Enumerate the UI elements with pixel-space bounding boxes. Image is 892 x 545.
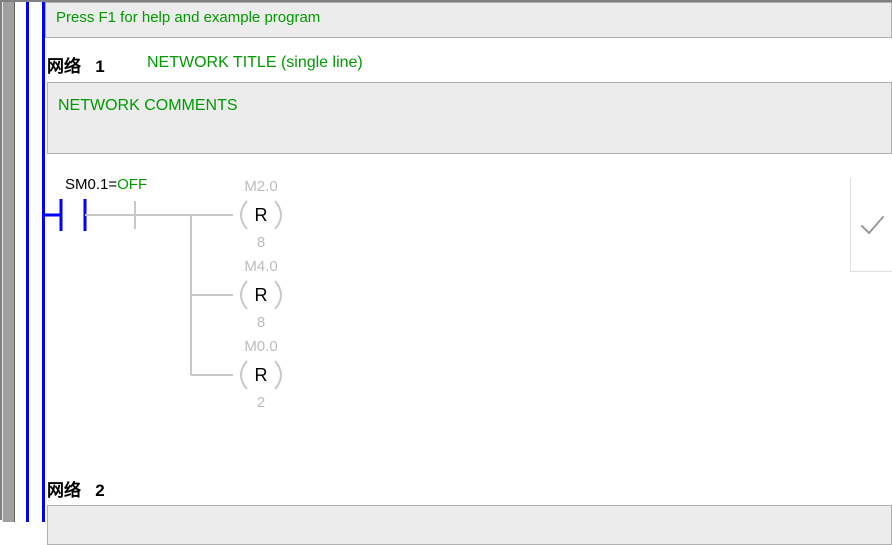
network-header[interactable]: 网络 1 bbox=[47, 52, 105, 77]
coil-address: M0.0 bbox=[244, 338, 277, 355]
side-panel[interactable] bbox=[850, 178, 892, 272]
network-comments-text: NETWORK COMMENTS bbox=[58, 97, 238, 114]
coil-address: M2.0 bbox=[244, 178, 277, 195]
network-label-prefix: 网络 bbox=[47, 481, 81, 500]
coil-paren-left bbox=[241, 361, 247, 389]
coil-paren-right bbox=[275, 281, 281, 309]
coil-address: M4.0 bbox=[244, 258, 277, 275]
coil[interactable]: M0.0 R 2 bbox=[241, 338, 281, 411]
coil[interactable]: M2.0 R 8 bbox=[241, 178, 281, 251]
network-comments-box[interactable] bbox=[47, 505, 892, 545]
network-title[interactable]: NETWORK TITLE (single line) bbox=[147, 54, 363, 72]
coil-paren-right bbox=[275, 201, 281, 229]
help-hint-box: Press F1 for help and example program bbox=[45, 2, 892, 38]
coil[interactable]: M4.0 R 8 bbox=[241, 258, 281, 331]
coil-paren-left bbox=[241, 201, 247, 229]
left-gutter bbox=[2, 2, 15, 522]
coil-count: 8 bbox=[257, 314, 265, 331]
editor-frame: Press F1 for help and example program 网络… bbox=[0, 0, 892, 520]
ladder-diagram[interactable]: SM0.1=OFF M2.0 bbox=[45, 177, 645, 457]
coil-paren-right bbox=[275, 361, 281, 389]
content-area: Press F1 for help and example program 网络… bbox=[45, 2, 892, 520]
coil-type: R bbox=[255, 365, 268, 385]
inactive-wires bbox=[85, 201, 233, 375]
network-comments-box[interactable]: NETWORK COMMENTS bbox=[47, 82, 892, 154]
network-number: 1 bbox=[95, 57, 104, 76]
network-header[interactable]: 网络 2 bbox=[47, 476, 105, 501]
coil-type: R bbox=[255, 285, 268, 305]
help-hint-text: Press F1 for help and example program bbox=[56, 9, 320, 26]
checkmark-icon bbox=[858, 211, 886, 239]
vertical-rule bbox=[26, 2, 29, 522]
network-number: 2 bbox=[95, 481, 104, 500]
coil-type: R bbox=[255, 205, 268, 225]
contact-address: SM0.1=OFF bbox=[65, 177, 147, 193]
coil-count: 8 bbox=[257, 234, 265, 251]
coil-paren-left bbox=[241, 281, 247, 309]
coil-count: 2 bbox=[257, 394, 265, 411]
network-label-prefix: 网络 bbox=[47, 57, 81, 76]
